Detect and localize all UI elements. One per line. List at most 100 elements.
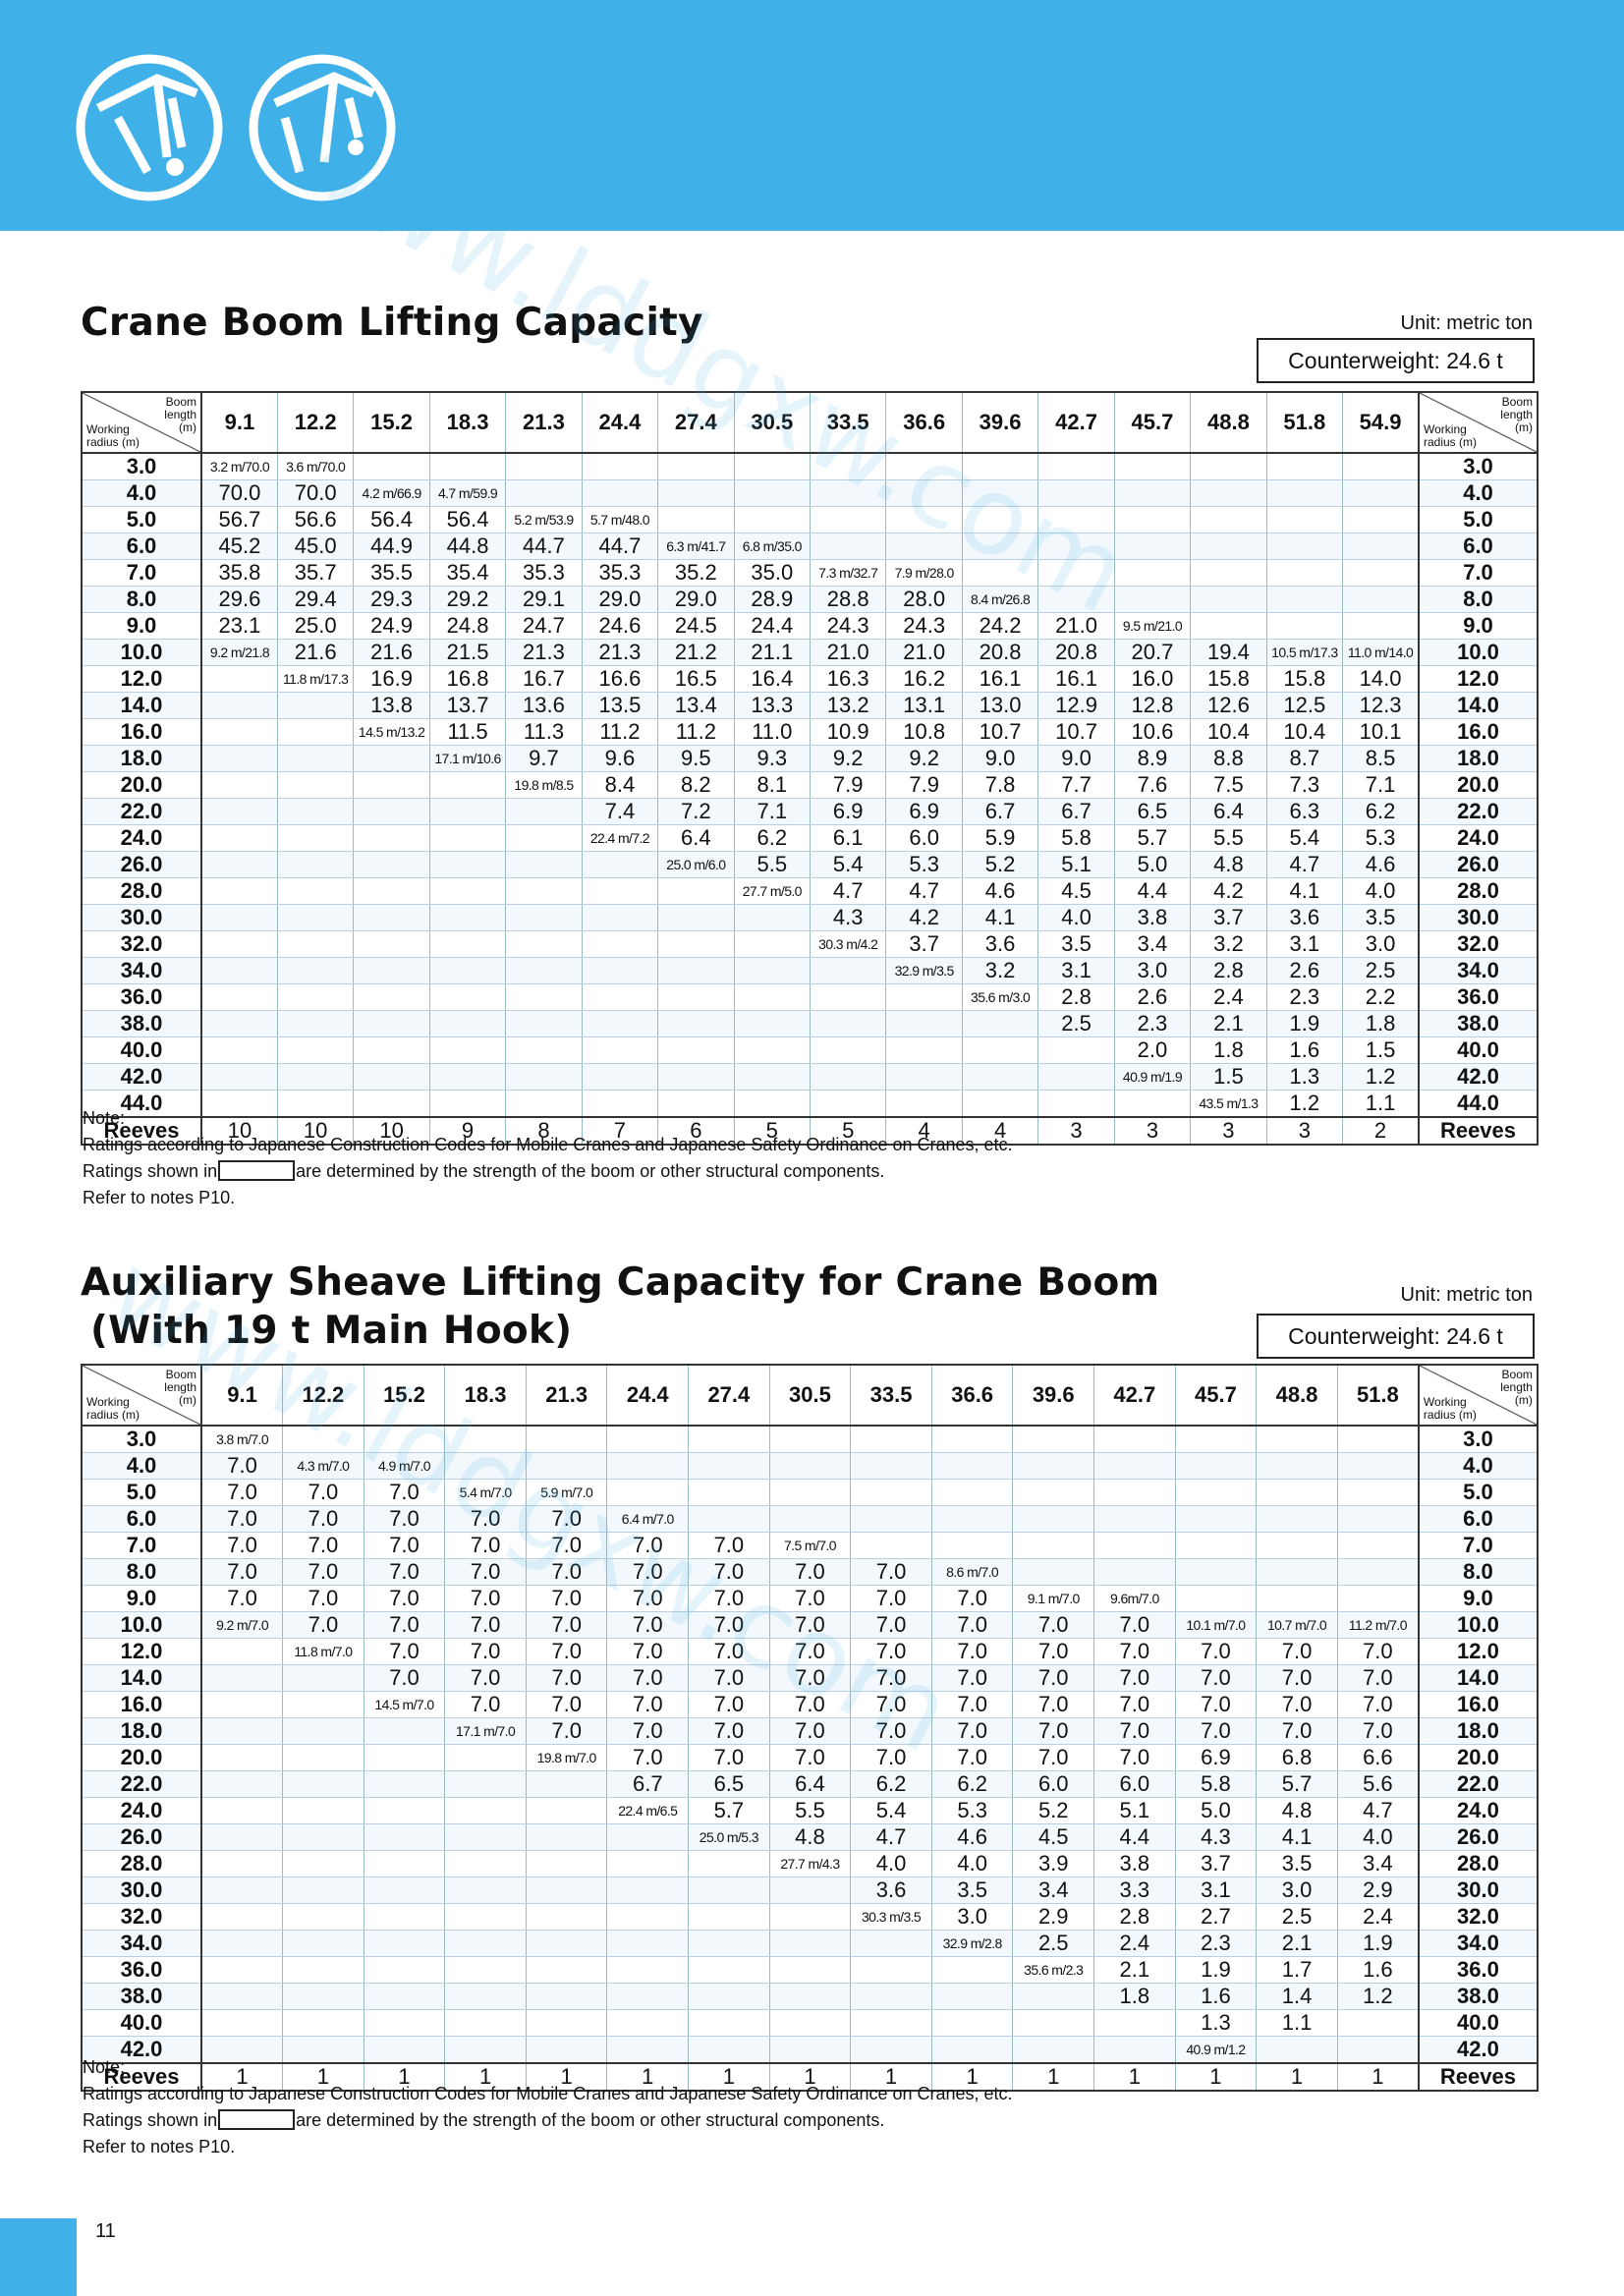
capacity-cell bbox=[282, 1770, 364, 1798]
capacity-cell: 7.0 bbox=[525, 1664, 607, 1692]
working-radius: 42.0 bbox=[1417, 2036, 1539, 2064]
capacity-cell bbox=[581, 904, 658, 931]
capacity-cell: 5.7 bbox=[1113, 824, 1191, 852]
capacity-cell bbox=[1012, 1426, 1094, 1453]
working-radius: 8.0 bbox=[81, 1558, 202, 1586]
capacity-cell bbox=[733, 904, 811, 931]
capacity-cell: 7.0 bbox=[1256, 1717, 1338, 1745]
capacity-cell bbox=[525, 1876, 607, 1904]
working-radius: 20.0 bbox=[1417, 1744, 1539, 1771]
data-row: 42.0 40.9 m/1.9 1.5 1.3 1.2 42.0 bbox=[81, 1063, 1539, 1091]
capacity-cell bbox=[444, 1876, 527, 1904]
data-row: 6.0 45.2 45.0 44.9 44.8 44.7 44.7 6.3 m/41.7 6.8… bbox=[81, 532, 1539, 560]
capacity-cell: 13.3 bbox=[733, 692, 811, 719]
capacity-cell bbox=[282, 1903, 364, 1931]
capacity-cell: 7.0 bbox=[930, 1691, 1013, 1718]
capacity-cell bbox=[1012, 1452, 1094, 1480]
capacity-cell: 3.1 bbox=[1174, 1876, 1257, 1904]
capacity-cell: 7.0 bbox=[930, 1585, 1013, 1612]
capacity-cell bbox=[1093, 1426, 1176, 1453]
capacity-cell: 29.4 bbox=[276, 586, 354, 613]
capacity-cell: 25.0 m/5.3 bbox=[688, 1823, 770, 1851]
capacity-cell: 5.3 bbox=[930, 1797, 1013, 1824]
capacity-cell: 27.7 m/5.0 bbox=[733, 877, 811, 905]
capacity-cell: 3.7 bbox=[1174, 1850, 1257, 1877]
capacity-cell bbox=[1174, 1505, 1257, 1533]
capacity-cell bbox=[200, 1717, 283, 1745]
capacity-cell: 35.7 bbox=[276, 559, 354, 587]
capacity-cell bbox=[1174, 1452, 1257, 1480]
data-row: 7.0 7.0 7.0 7.0 7.0 7.0 7.0 7.0 7.5 m/7.0 7.0 bbox=[81, 1532, 1539, 1559]
capacity-cell bbox=[428, 1063, 506, 1091]
capacity-cell: 9.3 bbox=[733, 745, 811, 772]
capacity-cell: 24.8 bbox=[428, 612, 506, 640]
reeves-value: 1 bbox=[200, 2062, 283, 2092]
capacity-cell: 14.5 m/13.2 bbox=[353, 718, 430, 746]
capacity-cell: 6.9 bbox=[885, 798, 963, 825]
capacity-cell: 7.0 bbox=[444, 1691, 527, 1718]
capacity-cell bbox=[688, 1479, 770, 1506]
working-radius: 42.0 bbox=[81, 2036, 202, 2064]
capacity-cell: 16.1 bbox=[961, 665, 1038, 693]
data-row: 30.0 4.3 4.2 4.1 4.0 3.8 3.7 3.6 3.5 30.0 bbox=[81, 904, 1539, 931]
boom-length: 9.1 bbox=[200, 1365, 283, 1427]
capacity-cell: 1.8 bbox=[1093, 1983, 1176, 2010]
working-radius: 30.0 bbox=[81, 1876, 202, 1904]
capacity-cell: 6.9 bbox=[809, 798, 886, 825]
working-radius: 30.0 bbox=[1418, 904, 1539, 931]
capacity-cell bbox=[606, 1850, 689, 1877]
working-radius: 34.0 bbox=[81, 1930, 202, 1957]
data-row: 28.0 27.7 m/4.3 4.0 4.0 3.9 3.8 3.7 3.5 3.4 28.0 bbox=[81, 1850, 1539, 1877]
capacity-cell bbox=[768, 1876, 851, 1904]
capacity-cell bbox=[885, 983, 963, 1011]
working-radius: 28.0 bbox=[81, 877, 202, 905]
working-radius: 38.0 bbox=[1417, 1983, 1539, 2010]
data-row: 10.0 9.2 m/7.0 7.0 7.0 7.0 7.0 7.0 7.0 7.0 7.0 7.0… bbox=[81, 1611, 1539, 1639]
capacity-cell bbox=[525, 1983, 607, 2010]
capacity-cell: 4.8 bbox=[768, 1823, 851, 1851]
capacity-cell bbox=[1336, 1532, 1419, 1559]
capacity-cell bbox=[363, 1930, 445, 1957]
capacity-cell bbox=[1093, 1479, 1176, 1506]
working-radius: 34.0 bbox=[1417, 1930, 1539, 1957]
working-radius: 38.0 bbox=[81, 1010, 202, 1037]
capacity-cell: 3.1 bbox=[1265, 930, 1343, 958]
reeves-value: 10 bbox=[200, 1116, 278, 1146]
capacity-cell bbox=[581, 1036, 658, 1064]
capacity-cell: 7.7 bbox=[1037, 771, 1115, 799]
working-radius: 16.0 bbox=[81, 1691, 202, 1718]
capacity-cell bbox=[363, 1770, 445, 1798]
capacity-cell: 7.0 bbox=[525, 1505, 607, 1533]
capacity-cell bbox=[1190, 453, 1267, 480]
capacity-cell: 6.2 bbox=[1342, 798, 1419, 825]
capacity-cell: 13.6 bbox=[505, 692, 583, 719]
data-row: 20.0 19.8 m/7.0 7.0 7.0 7.0 7.0 7.0 7.0 7.0 6.9 6.… bbox=[81, 1744, 1539, 1771]
capacity-cell bbox=[200, 983, 278, 1011]
capacity-cell bbox=[276, 1010, 354, 1037]
capacity-cell: 3.4 bbox=[1113, 930, 1191, 958]
capacity-cell: 7.0 bbox=[1093, 1638, 1176, 1665]
logo bbox=[249, 54, 396, 201]
capacity-cell bbox=[1190, 559, 1267, 587]
capacity-cell bbox=[363, 2009, 445, 2037]
capacity-cell: 43.5 m/1.3 bbox=[1190, 1090, 1267, 1118]
working-radius: 14.0 bbox=[1417, 1664, 1539, 1692]
capacity-cell bbox=[353, 957, 430, 984]
capacity-cell bbox=[363, 1797, 445, 1824]
capacity-cell: 3.5 bbox=[1342, 904, 1419, 931]
reeves-value: 4 bbox=[961, 1116, 1038, 1146]
capacity-cell bbox=[768, 1452, 851, 1480]
capacity-cell: 5.2 m/53.9 bbox=[505, 506, 583, 533]
capacity-cell bbox=[885, 1090, 963, 1118]
capacity-cell: 7.0 bbox=[282, 1505, 364, 1533]
capacity-cell: 5.9 m/7.0 bbox=[525, 1479, 607, 1506]
working-radius: 36.0 bbox=[81, 1956, 202, 1984]
capacity-cell bbox=[200, 1010, 278, 1037]
capacity-cell bbox=[850, 1532, 932, 1559]
working-radius: 16.0 bbox=[1418, 718, 1539, 746]
capacity-cell: 7.5 m/7.0 bbox=[768, 1532, 851, 1559]
capacity-cell bbox=[733, 930, 811, 958]
data-row: 9.0 23.1 25.0 24.9 24.8 24.7 24.6 24.5 24.4 24.3 2… bbox=[81, 612, 1539, 640]
capacity-cell: 7.0 bbox=[930, 1664, 1013, 1692]
capacity-cell: 4.8 bbox=[1256, 1797, 1338, 1824]
